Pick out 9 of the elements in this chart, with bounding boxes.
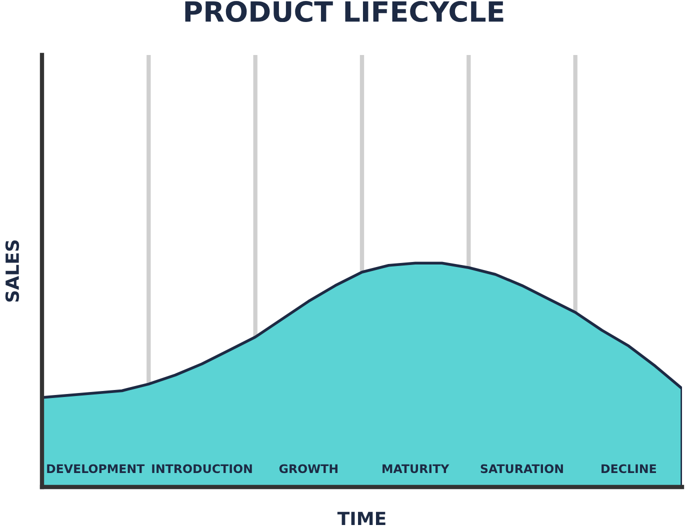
x-axis-title: TIME bbox=[337, 512, 386, 526]
annotation: GROWTH bbox=[279, 464, 338, 474]
chart-title: PRODUCT LIFECYCLE bbox=[185, 1, 504, 22]
annotation: SATURATION bbox=[480, 464, 563, 474]
annotation: MATURITY bbox=[382, 464, 450, 474]
annotation: INTRODUCTION bbox=[152, 464, 252, 474]
annotation: DEVELOPMENT bbox=[47, 464, 145, 474]
y-axis-title: SALES bbox=[5, 240, 20, 302]
annotation: DECLINE bbox=[602, 464, 656, 474]
